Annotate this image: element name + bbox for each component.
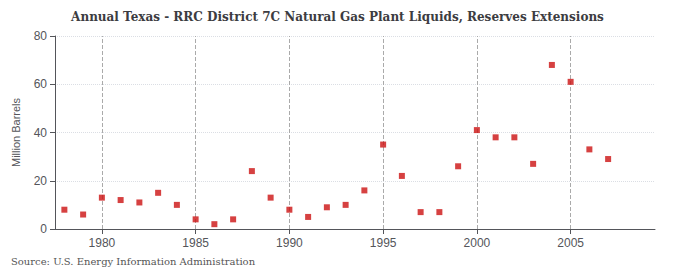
svg-text:1980: 1980 — [89, 236, 116, 250]
svg-text:2000: 2000 — [464, 236, 491, 250]
svg-text:Million Barrels: Million Barrels — [10, 97, 22, 167]
svg-text:20: 20 — [34, 174, 48, 188]
svg-text:60: 60 — [34, 77, 48, 91]
svg-text:1995: 1995 — [370, 236, 397, 250]
svg-text:Annual Texas - RRC District 7C: Annual Texas - RRC District 7C Natural G… — [70, 10, 604, 24]
svg-text:40: 40 — [34, 126, 48, 140]
svg-text:Source: U.S. Energy Informatio: Source: U.S. Energy Information Administ… — [11, 256, 256, 267]
svg-text:1985: 1985 — [182, 236, 209, 250]
svg-text:1990: 1990 — [276, 236, 303, 250]
svg-text:80: 80 — [34, 29, 48, 43]
svg-text:2005: 2005 — [557, 236, 584, 250]
svg-text:0: 0 — [40, 222, 47, 236]
